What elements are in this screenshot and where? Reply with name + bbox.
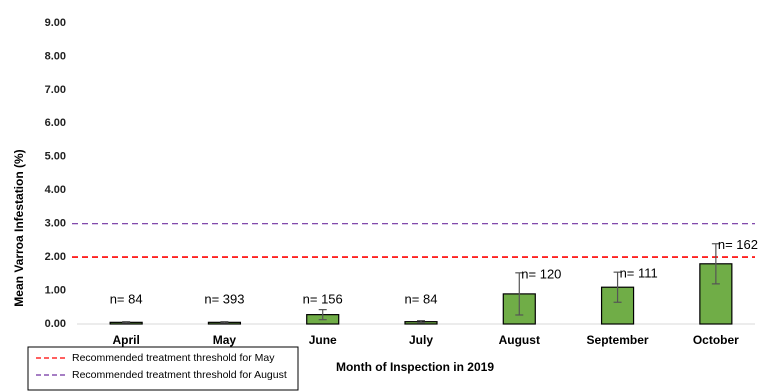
- sample-size-annotation: n= 111: [620, 266, 658, 281]
- error-bar: [613, 271, 622, 303]
- x-tick-label: August: [499, 333, 540, 347]
- x-tick-label: May: [213, 333, 237, 347]
- error-bar: [515, 272, 524, 316]
- sample-size-annotation: n= 84: [405, 291, 438, 306]
- y-axis-title: Mean Varroa Infestation (%): [12, 149, 26, 306]
- error-bar: [417, 320, 425, 324]
- y-tick-label: 7.00: [45, 84, 66, 96]
- x-tick-label: October: [693, 333, 739, 347]
- error-bar: [711, 243, 720, 285]
- sample-size-annotation: n= 393: [204, 291, 244, 306]
- y-tick-label: 1.00: [45, 284, 66, 296]
- y-tick-label: 8.00: [45, 50, 66, 62]
- legend-box: [27, 346, 299, 391]
- x-tick-label: September: [587, 333, 649, 347]
- error-bar: [220, 321, 229, 324]
- y-tick-label: 9.00: [45, 17, 66, 29]
- y-tick-label: 6.00: [45, 117, 66, 129]
- y-tick-label: 0.00: [45, 318, 66, 330]
- x-tick-label: July: [409, 333, 433, 347]
- error-bar: [122, 321, 131, 324]
- legend-label: Recommended treatment threshold for Augu…: [72, 369, 287, 381]
- x-tick-label: June: [309, 333, 337, 347]
- y-tick-label: 4.00: [45, 184, 66, 196]
- y-tick-label: 5.00: [45, 151, 66, 163]
- y-tick-label: 3.00: [45, 218, 66, 230]
- legend-label: Recommended treatment threshold for May: [72, 352, 275, 364]
- sample-size-annotation: n= 156: [303, 291, 343, 306]
- x-tick-label: April: [112, 333, 139, 347]
- x-axis-title: Month of Inspection in 2019: [336, 360, 494, 374]
- y-tick-label: 2.00: [45, 251, 66, 263]
- sample-size-annotation: n= 162: [718, 237, 758, 252]
- error-bar: [318, 309, 327, 321]
- sample-size-annotation: n= 84: [110, 291, 143, 306]
- sample-size-annotation: n= 120: [521, 266, 561, 281]
